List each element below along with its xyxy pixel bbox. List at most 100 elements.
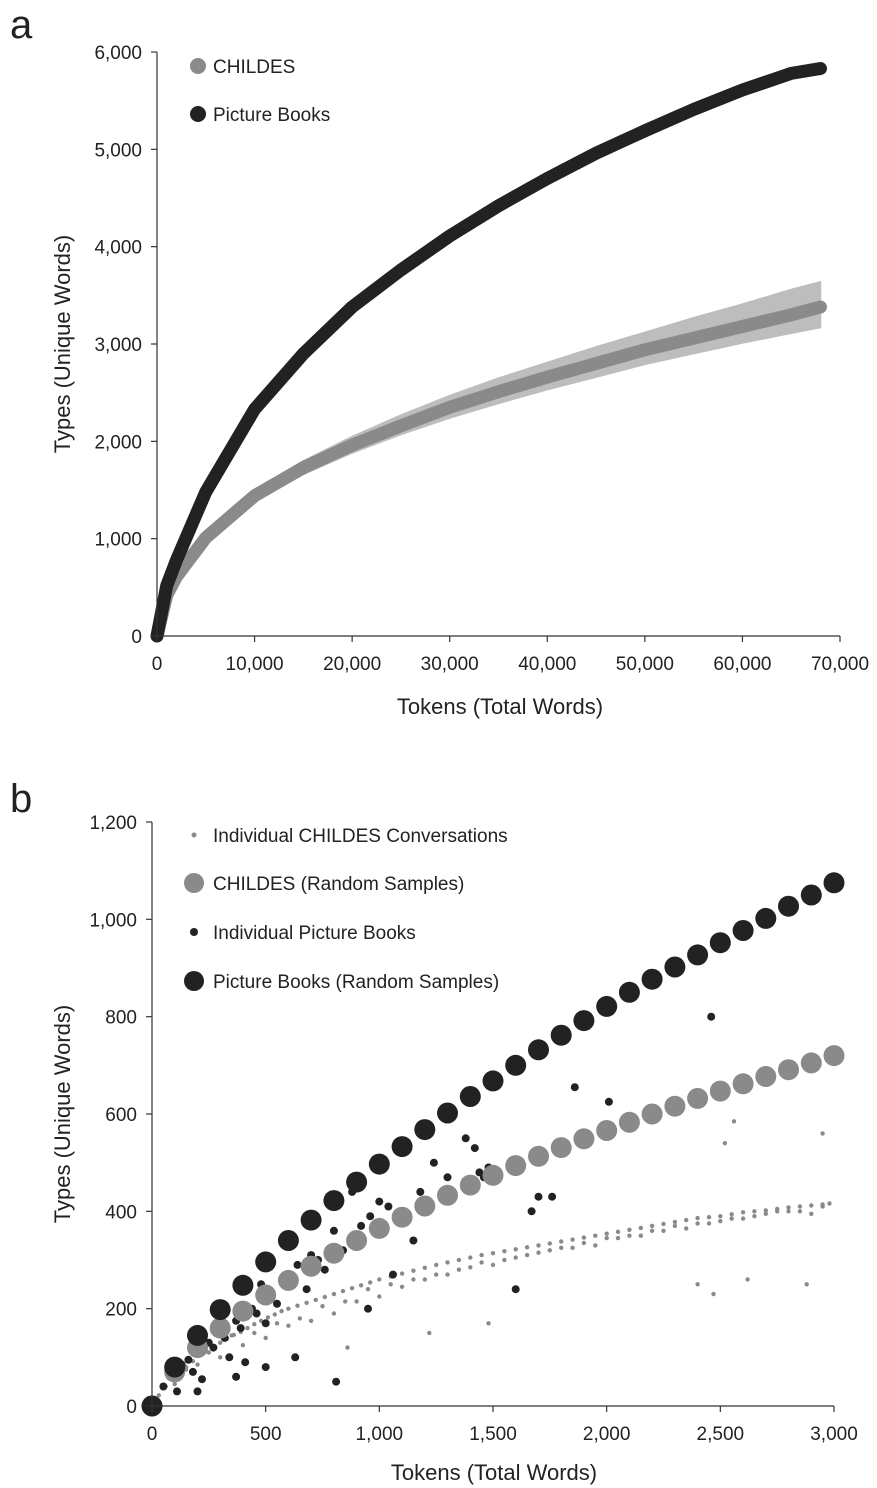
childes-conversation-point xyxy=(593,1243,598,1248)
childes-conversation-point xyxy=(434,1262,439,1268)
childes-conversation-point xyxy=(786,1205,791,1210)
childes-sample-point xyxy=(277,1269,299,1291)
childes-conversation-point xyxy=(718,1218,723,1224)
picture-book-point xyxy=(209,1343,218,1352)
picture-book-sample-point xyxy=(618,981,640,1003)
childes-conversation-point xyxy=(411,1277,416,1282)
childes-conversation-point xyxy=(797,1209,803,1214)
childes-conversation-point xyxy=(340,1288,346,1294)
picture-book-point xyxy=(159,1382,168,1391)
childes-conversation-point xyxy=(229,1333,234,1338)
childes-conversation-point xyxy=(399,1284,405,1290)
childes-conversation-point xyxy=(172,1381,177,1387)
picture-book-point xyxy=(548,1192,557,1201)
childes-conversation-point xyxy=(604,1235,609,1241)
picture-book-point xyxy=(232,1372,241,1381)
childes-conversation-point xyxy=(752,1209,757,1214)
picture-book-sample-point xyxy=(573,1010,595,1032)
childes-sample-point xyxy=(437,1184,458,1206)
panel-a-x-tick-label: 60,000 xyxy=(713,654,771,675)
childes-conversation-point xyxy=(368,1280,373,1285)
legend-label-picture-books-individual: Individual Picture Books xyxy=(213,923,416,944)
childes-conversation-point xyxy=(695,1282,700,1287)
picture-book-sample-point xyxy=(823,872,845,894)
childes-conversation-point xyxy=(195,1362,200,1367)
panel-a-y-tick-label: 1,000 xyxy=(94,530,142,551)
legend-marker-picture-books-samples xyxy=(184,971,204,991)
picture-book-point xyxy=(261,1363,270,1372)
picture-book-sample-point xyxy=(550,1024,572,1046)
picture-book-point xyxy=(236,1324,245,1333)
childes-conversation-point xyxy=(570,1245,575,1251)
childes-conversation-point xyxy=(672,1223,678,1229)
picture-book-point xyxy=(375,1197,384,1206)
picture-book-sample-point xyxy=(300,1209,322,1231)
childes-conversation-point xyxy=(524,1252,530,1258)
childes-conversation-point xyxy=(763,1211,768,1217)
childes-sample-point xyxy=(232,1300,254,1322)
childes-conversation-point xyxy=(740,1216,746,1221)
picture-book-sample-point xyxy=(459,1086,481,1107)
childes-sample-point xyxy=(482,1164,504,1186)
picture-book-point xyxy=(173,1387,181,1396)
childes-conversation-point xyxy=(627,1233,632,1238)
childes-conversation-point xyxy=(763,1208,768,1213)
childes-conversation-point xyxy=(445,1272,450,1277)
childes-conversation-point xyxy=(827,1201,832,1206)
childes-conversation-point xyxy=(740,1210,746,1215)
legend-marker-picture-books-individual xyxy=(190,928,198,936)
panel-a-x-tick-label: 30,000 xyxy=(421,654,479,675)
panel-b-y-tick-label: 400 xyxy=(105,1202,137,1223)
picture-book-point xyxy=(707,1012,716,1021)
picture-book-sample-point xyxy=(232,1274,254,1296)
legend-label-childes: CHILDES xyxy=(213,57,295,78)
childes-sample-point xyxy=(414,1195,436,1217)
childes-conversation-point xyxy=(411,1268,416,1273)
childes-conversation-point xyxy=(331,1291,337,1297)
panel-a-series-lines xyxy=(150,62,827,643)
panel-a-y-tick-label: 2,000 xyxy=(94,432,142,453)
childes-conversation-point xyxy=(627,1227,632,1233)
panel-a-legend: CHILDES Picture Books xyxy=(190,57,330,126)
panel-b-letter: b xyxy=(10,777,32,821)
childes-conversation-point xyxy=(490,1262,496,1268)
picture-book-point xyxy=(366,1212,375,1221)
childes-conversation-point xyxy=(156,1393,161,1398)
picture-book-sample-point xyxy=(255,1251,277,1273)
panel-a: a 0 1,000 2,000 3,000 4,000 5,000 6,000 0 10,000… xyxy=(10,3,869,719)
legend-label-picture-books-samples: Picture Books (Random Samples) xyxy=(213,972,499,993)
panel-b-y-tick-label: 1,000 xyxy=(89,910,137,931)
picture-book-point xyxy=(184,1355,193,1364)
picture-book-sample-point xyxy=(732,920,754,941)
childes-conversation-point xyxy=(745,1277,750,1282)
picture-book-sample-point xyxy=(209,1299,231,1321)
panel-b-points xyxy=(141,872,845,1417)
panel-b-axes: 0 200 400 600 800 1,000 1,200 0 500 1,000 1,500 2,0… xyxy=(89,813,857,1445)
panel-a-axes: 0 1,000 2,000 3,000 4,000 5,000 6,000 0 10,000 20… xyxy=(94,43,869,675)
childes-conversation-point xyxy=(513,1255,518,1260)
childes-conversation-point xyxy=(502,1257,507,1263)
childes-conversation-point xyxy=(345,1345,350,1350)
childes-sample-point xyxy=(255,1284,277,1306)
panel-b-x-tick-label: 500 xyxy=(250,1424,282,1445)
picture-book-point xyxy=(273,1299,281,1308)
panel-a-letter: a xyxy=(10,3,33,47)
picture-book-point xyxy=(329,1226,338,1235)
panel-a-y-tick-label: 3,000 xyxy=(94,335,142,356)
panel-b-x-tick-label: 1,500 xyxy=(469,1424,517,1445)
childes-conversation-point xyxy=(729,1212,734,1217)
childes-conversation-point xyxy=(349,1286,355,1291)
panel-b-x-tick-label: 2,500 xyxy=(697,1424,745,1445)
childes-conversation-point xyxy=(377,1277,382,1282)
panel-a-x-tick-label: 70,000 xyxy=(811,654,869,675)
picture-book-sample-point xyxy=(641,968,663,990)
childes-conversation-point xyxy=(684,1226,689,1231)
childes-conversation-point xyxy=(672,1219,678,1225)
childes-conversation-point xyxy=(547,1248,552,1253)
picture-book-sample-point xyxy=(437,1102,458,1124)
childes-conversation-point xyxy=(265,1315,271,1320)
picture-book-point xyxy=(357,1221,366,1230)
childes-sample-point xyxy=(459,1174,481,1196)
childes-conversation-point xyxy=(649,1223,655,1229)
childes-conversation-point xyxy=(468,1255,473,1260)
